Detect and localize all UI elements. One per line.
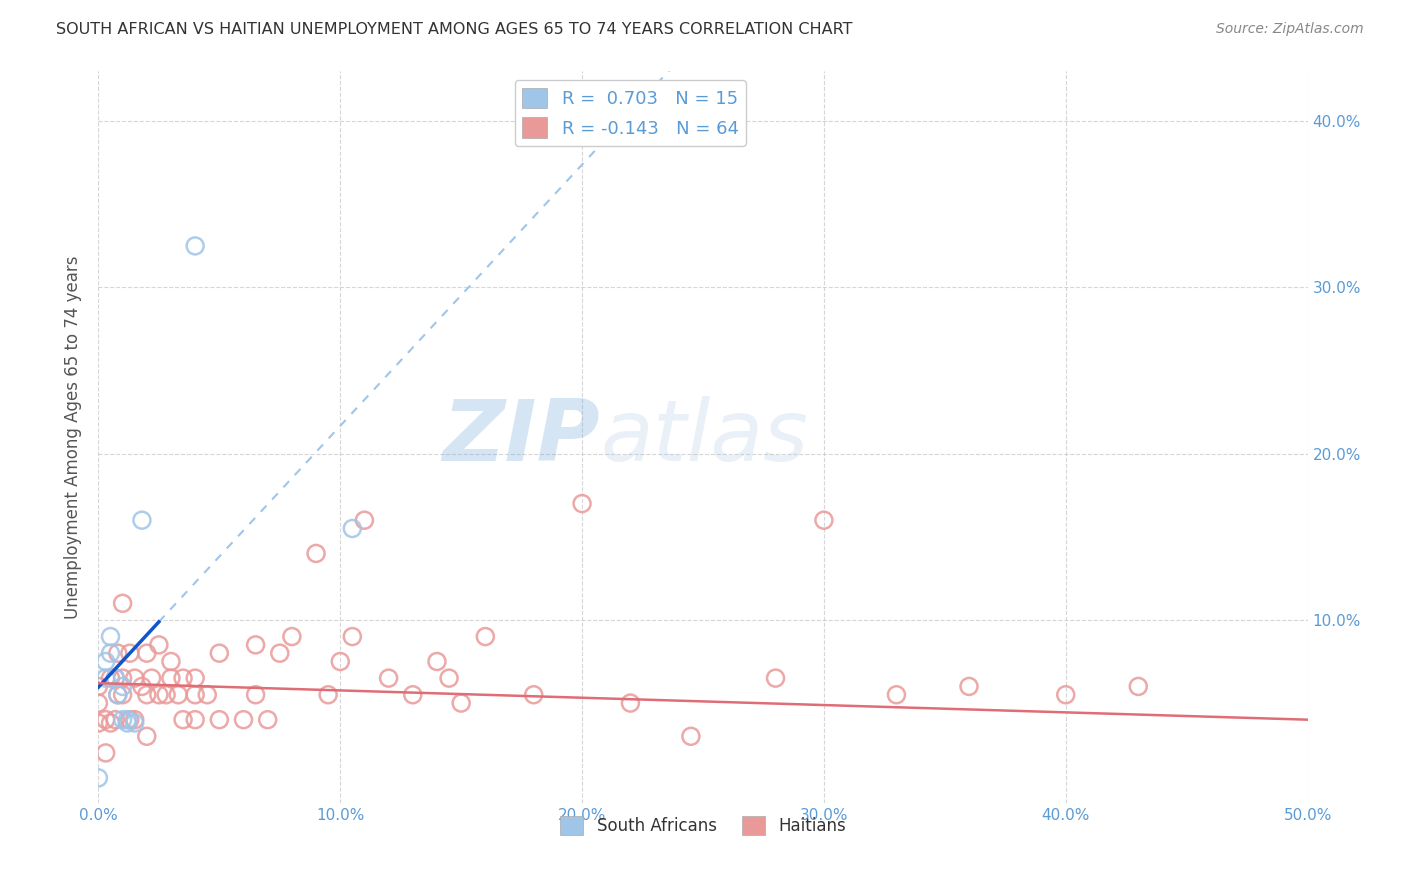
Point <box>87 716 110 731</box>
Point <box>316 688 339 702</box>
Point <box>87 771 110 785</box>
Point <box>957 680 980 694</box>
Point <box>160 671 183 685</box>
Point <box>208 646 231 660</box>
Point <box>523 688 546 702</box>
Text: ZIP: ZIP <box>443 395 600 479</box>
Point <box>1054 688 1077 702</box>
Point <box>281 630 304 644</box>
Point <box>104 713 127 727</box>
Point <box>172 671 194 685</box>
Point <box>269 646 291 660</box>
Point <box>148 688 170 702</box>
Point <box>100 630 122 644</box>
Point <box>117 713 139 727</box>
Point <box>184 713 207 727</box>
Point <box>172 713 194 727</box>
Point <box>135 646 157 660</box>
Point <box>118 713 141 727</box>
Point <box>232 713 254 727</box>
Point <box>111 713 134 727</box>
Point <box>135 729 157 743</box>
Point <box>886 688 908 702</box>
Point <box>256 713 278 727</box>
Point <box>100 716 122 731</box>
Point <box>619 696 641 710</box>
Text: SOUTH AFRICAN VS HAITIAN UNEMPLOYMENT AMONG AGES 65 TO 74 YEARS CORRELATION CHAR: SOUTH AFRICAN VS HAITIAN UNEMPLOYMENT AM… <box>56 22 853 37</box>
Point <box>245 638 267 652</box>
Point <box>813 513 835 527</box>
Point <box>135 688 157 702</box>
Point <box>87 680 110 694</box>
Point <box>184 688 207 702</box>
Point <box>765 671 787 685</box>
Point <box>160 655 183 669</box>
Point <box>450 696 472 710</box>
Point <box>437 671 460 685</box>
Point <box>104 671 127 685</box>
Point <box>100 646 122 660</box>
Point <box>104 671 127 685</box>
Point <box>87 696 110 710</box>
Point <box>107 688 129 702</box>
Point <box>155 688 177 702</box>
Point <box>245 688 267 702</box>
Point <box>305 546 328 560</box>
Point <box>94 671 117 685</box>
Point <box>679 729 702 743</box>
Point <box>117 716 139 731</box>
Point <box>124 716 146 731</box>
Point <box>474 630 496 644</box>
Point <box>208 713 231 727</box>
Point <box>131 680 153 694</box>
Point <box>353 513 375 527</box>
Point <box>124 713 146 727</box>
Point <box>100 671 122 685</box>
Point <box>118 646 141 660</box>
Point <box>377 671 399 685</box>
Point <box>329 655 352 669</box>
Point <box>167 688 190 702</box>
Point <box>107 688 129 702</box>
Point <box>426 655 449 669</box>
Text: Source: ZipAtlas.com: Source: ZipAtlas.com <box>1216 22 1364 37</box>
Point <box>571 497 593 511</box>
Point <box>94 655 117 669</box>
Point <box>111 680 134 694</box>
Point <box>94 746 117 760</box>
Point <box>107 646 129 660</box>
Point <box>195 688 218 702</box>
Point <box>184 671 207 685</box>
Point <box>111 688 134 702</box>
Point <box>111 671 134 685</box>
Point <box>402 688 425 702</box>
Y-axis label: Unemployment Among Ages 65 to 74 years: Unemployment Among Ages 65 to 74 years <box>65 255 83 619</box>
Text: atlas: atlas <box>600 395 808 479</box>
Point <box>141 671 163 685</box>
Point <box>342 630 364 644</box>
Point <box>124 671 146 685</box>
Point <box>94 713 117 727</box>
Point <box>131 513 153 527</box>
Legend: South Africans, Haitians: South Africans, Haitians <box>554 809 852 842</box>
Point <box>184 239 207 253</box>
Point <box>342 521 364 535</box>
Point <box>148 638 170 652</box>
Point <box>111 596 134 610</box>
Point <box>1128 680 1150 694</box>
